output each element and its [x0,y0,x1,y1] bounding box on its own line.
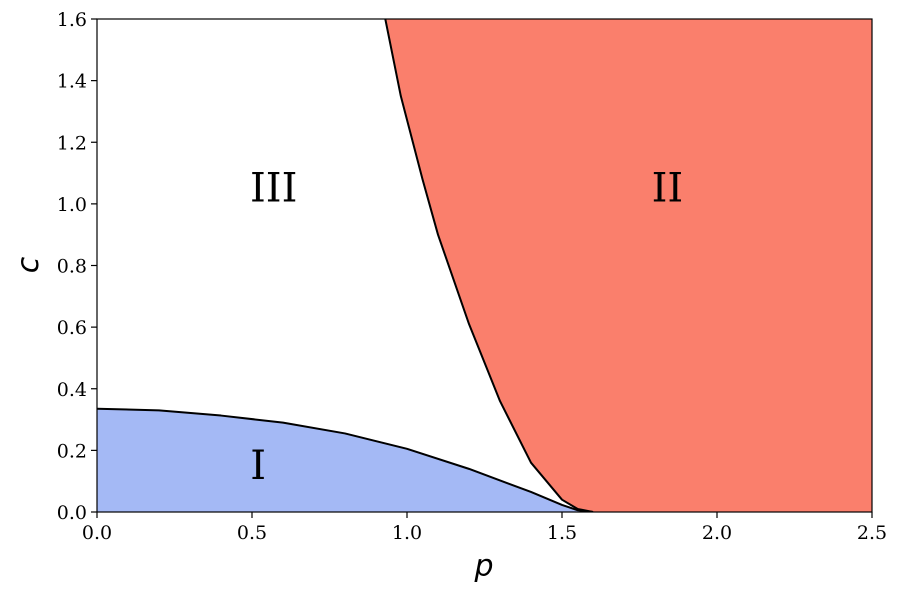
x-tick-label: 0.0 [82,522,112,544]
region-label-ii: II [652,166,684,212]
y-tick-label: 0.0 [57,502,87,524]
boundary-curve-ii [384,19,594,512]
y-tick-label: 1.0 [57,194,87,216]
x-tick-label: 2.0 [702,522,732,544]
axes: 0.0 0.5 1.0 1.5 2.0 2.5 0.0 0.2 0.4 0.6 0.8 1.0 1.2 1… [57,9,887,544]
y-tick-label: 1.2 [57,132,87,154]
x-tick-label: 1.0 [392,522,422,544]
region-label-i: I [250,443,266,489]
boundary-curve-i [97,407,594,512]
y-tick-label: 0.6 [57,317,87,339]
x-tick-label: 1.5 [547,522,577,544]
x-tick-label: 2.5 [857,522,887,544]
y-tick-label: 1.4 [57,71,87,93]
x-axis-label: p [473,549,493,584]
region-label-iii: III [250,166,297,212]
y-tick-label: 0.8 [57,256,87,278]
y-axis-label: c [11,256,46,273]
y-tick-label: 1.6 [57,9,87,31]
y-tick-label: 0.2 [57,440,87,462]
x-tick-label: 0.5 [237,522,267,544]
region-i-fill [97,408,593,512]
region-ii-fill [385,19,872,512]
y-tick-label: 0.4 [57,379,87,401]
